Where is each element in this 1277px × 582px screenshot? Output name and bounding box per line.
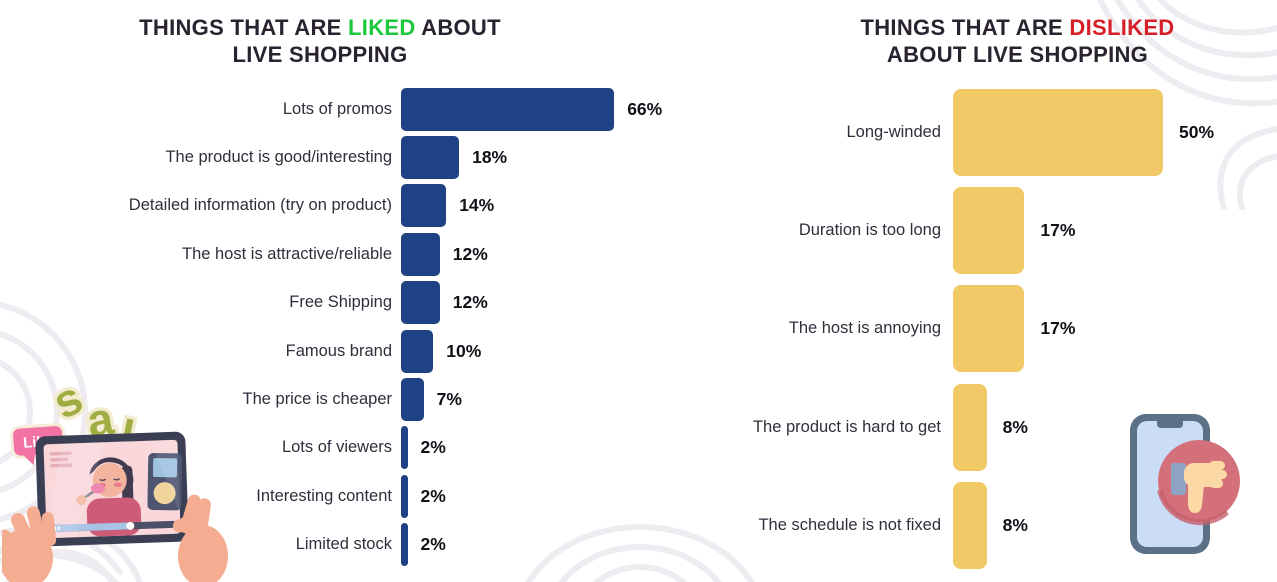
title-text: ABOUT LIVE SHOPPING — [886, 42, 1149, 67]
value-label: 66% — [627, 98, 663, 119]
value-label: 8% — [1002, 416, 1028, 437]
value-label: 17% — [1040, 318, 1076, 339]
value-label: 14% — [459, 195, 495, 216]
chart-row: The host is attractive/reliable 12% — [0, 230, 700, 278]
category-label: Duration is too long — [798, 221, 941, 240]
disliked-highlight: DISLIKED — [1069, 15, 1175, 40]
category-label: Lots of viewers — [281, 438, 392, 457]
disliked-chart-rows: Long-winded 50% Duration is too long 17% The… — [640, 83, 1277, 575]
category-label: Free Shipping — [289, 293, 392, 312]
bar — [401, 474, 408, 518]
category-label: The host is attractive/reliable — [181, 244, 392, 263]
category-label: The product is hard to get — [752, 417, 941, 436]
chart-row: Duration is too long 17% — [640, 181, 1277, 279]
bar — [953, 482, 987, 570]
title-text: THINGS THAT ARE — [860, 15, 1070, 40]
bar — [401, 378, 424, 422]
category-label: Famous brand — [285, 341, 392, 360]
chart-row: The product is hard to get 8% — [640, 378, 1277, 476]
category-label: Long-winded — [846, 122, 942, 141]
bar — [401, 87, 615, 131]
liked-chart-title: THINGS THAT ARE LIKED ABOUT LIVE SHOPPIN… — [115, 14, 525, 68]
bar — [953, 383, 987, 471]
value-label: 2% — [420, 485, 446, 506]
chart-row: The host is annoying 17% — [640, 280, 1277, 378]
category-label: The product is good/interesting — [165, 148, 392, 167]
chart-row: Detailed information (try on product) 14% — [0, 182, 700, 230]
chart-row: Lots of promos 66% — [0, 85, 700, 133]
bar — [401, 523, 408, 567]
bar — [401, 329, 434, 373]
chart-row: The price is cheaper 7% — [0, 375, 700, 423]
value-label: 2% — [420, 437, 446, 458]
liked-chart-rows: Lots of promos 66% The product is good/int… — [0, 85, 700, 569]
chart-row: Lots of viewers 2% — [0, 424, 700, 472]
bar — [953, 88, 1163, 176]
value-label: 18% — [472, 147, 508, 168]
disliked-chart-title: THINGS THAT ARE DISLIKED ABOUT LIVE SHOP… — [810, 14, 1225, 68]
chart-row: Free Shipping 12% — [0, 279, 700, 327]
chart-row: The product is good/interesting 18% — [0, 133, 700, 181]
bar — [401, 281, 440, 325]
liked-highlight: LIKED — [348, 15, 416, 40]
bar — [953, 187, 1025, 275]
category-label: Detailed information (try on product) — [128, 196, 392, 215]
bar — [401, 426, 408, 470]
value-label: 17% — [1040, 220, 1076, 241]
title-text: THINGS THAT ARE — [139, 15, 349, 40]
value-label: 2% — [420, 534, 446, 555]
bar — [401, 232, 440, 276]
value-label: 12% — [452, 243, 488, 264]
category-label: The schedule is not fixed — [758, 516, 941, 535]
value-label: 7% — [436, 389, 462, 410]
category-label: Interesting content — [256, 486, 392, 505]
title-text: LIVE SHOPPING — [232, 42, 408, 67]
value-label: 12% — [452, 292, 488, 313]
chart-row: Interesting content 2% — [0, 472, 700, 520]
title-text: ABOUT — [415, 15, 501, 40]
chart-row: The schedule is not fixed 8% — [640, 477, 1277, 575]
category-label: The host is annoying — [788, 319, 941, 338]
chart-row: Limited stock 2% — [0, 521, 700, 569]
category-label: Lots of promos — [282, 99, 392, 118]
value-label: 10% — [446, 340, 482, 361]
value-label: 8% — [1002, 515, 1028, 536]
bar — [401, 184, 447, 228]
chart-row: Famous brand 10% — [0, 327, 700, 375]
bar — [401, 136, 460, 180]
value-label: 50% — [1179, 121, 1215, 142]
category-label: Limited stock — [295, 535, 392, 554]
category-label: The price is cheaper — [242, 390, 393, 409]
bar — [953, 285, 1025, 373]
chart-row: Long-winded 50% — [640, 83, 1277, 181]
